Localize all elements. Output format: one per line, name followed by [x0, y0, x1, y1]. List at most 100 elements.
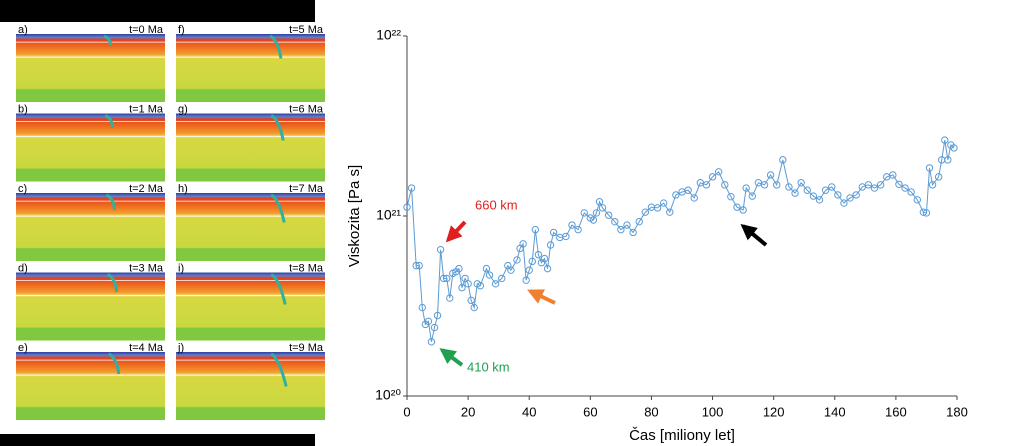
- panel-label: e): [18, 342, 28, 354]
- point: [785, 183, 793, 191]
- point: [791, 189, 799, 197]
- point: [895, 180, 903, 189]
- point: [522, 276, 530, 284]
- point: [846, 194, 854, 202]
- y-tick-label: 10²⁰: [375, 387, 401, 403]
- point: [907, 188, 915, 196]
- point: [708, 173, 717, 181]
- x-axis-label: Čas [miliony let]: [629, 427, 735, 444]
- point: [742, 184, 750, 192]
- point: [562, 232, 570, 241]
- slab: [270, 352, 288, 387]
- point: [513, 256, 521, 264]
- point: [458, 283, 466, 292]
- line: [406, 140, 955, 342]
- point: [803, 186, 811, 194]
- point: [922, 209, 931, 217]
- arrow: [740, 223, 768, 247]
- point: [611, 217, 619, 226]
- panel-time: t=3 Ma: [129, 262, 164, 274]
- point: [470, 303, 478, 312]
- point: [446, 294, 454, 302]
- point: [635, 217, 643, 226]
- panel-label: g): [178, 103, 188, 115]
- panel-time: t=5 Ma: [289, 24, 324, 36]
- point: [913, 196, 921, 204]
- point: [702, 181, 711, 189]
- point: [491, 280, 500, 288]
- panel-time: t=8 Ma: [289, 262, 324, 274]
- annotation: 410 km: [467, 359, 510, 374]
- point: [412, 261, 420, 270]
- point: [840, 199, 848, 207]
- point: [549, 228, 558, 237]
- point: [870, 184, 879, 192]
- point: [766, 171, 775, 179]
- simulation-panel: [16, 34, 165, 102]
- panel-label: c): [18, 183, 27, 195]
- point: [439, 274, 448, 283]
- point: [773, 181, 781, 189]
- simulation-panel: [16, 113, 165, 182]
- slab: [269, 34, 283, 59]
- panel-time: t=4 Ma: [129, 342, 164, 354]
- point: [464, 280, 472, 288]
- slab: [103, 34, 112, 47]
- point: [507, 266, 515, 274]
- point: [828, 183, 836, 191]
- simulation-panel: [16, 352, 165, 420]
- simulation-panel: [176, 34, 325, 102]
- point: [443, 274, 451, 283]
- point: [690, 194, 698, 202]
- y-tick-label: 10²¹: [376, 207, 401, 223]
- point: [928, 181, 937, 189]
- point: [944, 156, 952, 164]
- point: [797, 179, 805, 187]
- point: [418, 303, 426, 312]
- point: [901, 184, 909, 192]
- point: [925, 164, 934, 172]
- point: [595, 198, 604, 206]
- point: [534, 250, 543, 259]
- point: [779, 156, 787, 164]
- simulation-panel: [176, 113, 325, 182]
- panel-time: t=1 Ma: [129, 103, 164, 115]
- panel-label: i): [178, 262, 184, 274]
- point: [485, 271, 494, 279]
- point: [934, 173, 943, 181]
- panel-label: f): [178, 24, 185, 36]
- point: [852, 191, 860, 199]
- point: [455, 264, 463, 273]
- x-tick-label: 80: [644, 404, 658, 419]
- point: [436, 245, 445, 254]
- point: [919, 208, 928, 216]
- panel-label: d): [18, 262, 28, 274]
- x-tick-label: 60: [583, 404, 597, 419]
- slab: [270, 193, 286, 223]
- slab: [106, 273, 119, 293]
- point: [531, 225, 540, 234]
- simulation-panel: [176, 352, 325, 420]
- panel-time: t=7 Ma: [289, 183, 324, 195]
- point: [498, 274, 506, 283]
- point: [659, 199, 668, 207]
- point: [653, 204, 662, 212]
- x-tick-label: 20: [461, 404, 475, 419]
- point: [721, 181, 729, 189]
- point: [519, 240, 527, 248]
- point: [430, 323, 439, 332]
- black-bar: [0, 434, 315, 446]
- x-tick-label: 120: [763, 404, 785, 419]
- point: [641, 208, 650, 216]
- panel-label: a): [18, 24, 28, 36]
- simulation-panel: [16, 193, 165, 261]
- point: [482, 264, 491, 273]
- simulation-panel: [176, 193, 325, 261]
- point: [739, 206, 747, 214]
- panels: a) t=0 Ma b) t=1 Ma c) t=2 Ma d) t=3 Ma e) t=4 Ma…: [16, 24, 325, 420]
- slab: [270, 114, 285, 141]
- x-tick-label: 140: [824, 404, 846, 419]
- panel-label: h): [178, 183, 188, 195]
- panel-time: t=6 Ma: [289, 103, 324, 115]
- point: [629, 228, 637, 237]
